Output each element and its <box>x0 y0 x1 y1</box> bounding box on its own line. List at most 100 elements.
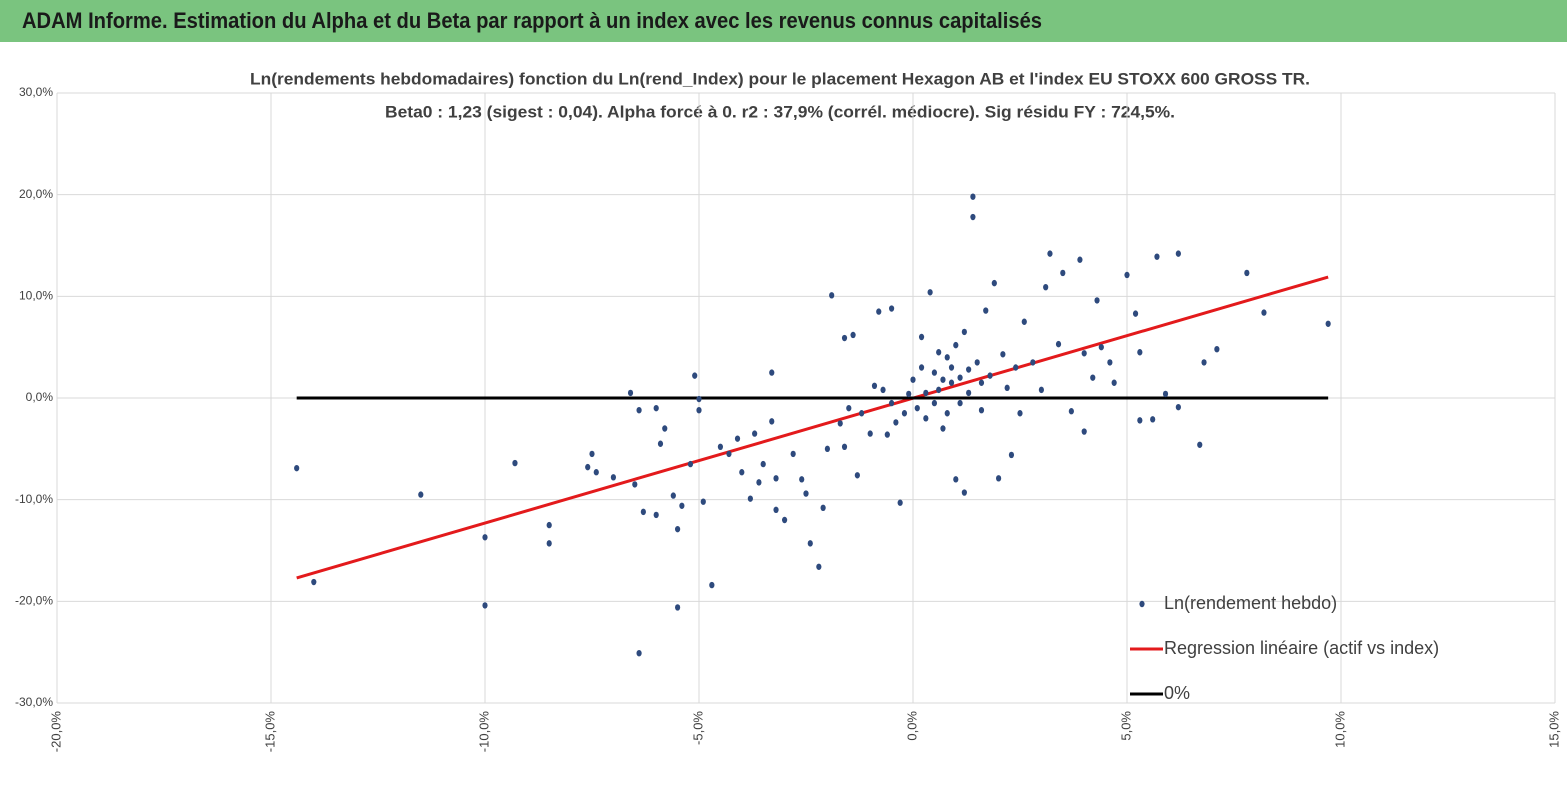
data-point <box>910 376 916 383</box>
data-point <box>978 379 985 386</box>
data-point <box>752 430 758 437</box>
data-point <box>978 407 985 414</box>
y-tick-label: 20,0% <box>19 187 53 201</box>
data-point <box>1004 384 1010 392</box>
data-point <box>1000 351 1006 358</box>
data-point <box>880 386 886 394</box>
legend-label: Regression linéaire (actif vs index) <box>1164 638 1439 658</box>
data-point <box>996 475 1002 482</box>
data-point <box>1047 250 1053 257</box>
data-point <box>1017 410 1023 417</box>
data-point <box>841 334 848 342</box>
data-point <box>816 563 822 570</box>
data-point <box>931 399 938 407</box>
data-point <box>1132 310 1139 317</box>
x-tick-label: -5,0% <box>690 711 705 745</box>
data-point <box>1214 346 1220 353</box>
series-line <box>296 275 1329 580</box>
data-point <box>940 425 946 432</box>
data-point <box>687 460 694 468</box>
data-point <box>871 382 878 389</box>
data-point <box>983 307 989 314</box>
data-point <box>1021 318 1027 325</box>
x-tick-label: 0,0% <box>904 711 919 741</box>
data-point <box>876 308 882 315</box>
data-point <box>1038 386 1044 394</box>
data-point <box>961 328 967 336</box>
y-tick-label: -30,0% <box>15 695 53 709</box>
data-point <box>820 504 826 511</box>
x-tick-label: 15,0% <box>1546 711 1561 748</box>
data-point <box>679 502 685 509</box>
data-point <box>1175 403 1181 411</box>
data-point <box>769 418 775 425</box>
data-point <box>1043 283 1049 291</box>
x-tick-label: 10,0% <box>1332 711 1347 748</box>
data-point <box>1068 408 1074 415</box>
data-point <box>931 369 938 376</box>
data-point <box>867 430 873 437</box>
data-point <box>1197 441 1203 448</box>
data-point <box>1244 269 1250 277</box>
data-point <box>739 469 745 476</box>
data-point <box>987 372 993 379</box>
y-tick-label: 10,0% <box>19 289 53 303</box>
data-point <box>859 410 865 417</box>
data-point <box>692 372 698 379</box>
data-point <box>944 410 950 417</box>
data-point <box>675 604 681 611</box>
data-point <box>918 364 925 371</box>
data-point <box>966 389 972 397</box>
data-point <box>1008 451 1015 459</box>
chart-title: Ln(rendements hebdomadaires) fonction du… <box>250 69 1310 88</box>
data-point <box>546 540 552 547</box>
data-point <box>773 506 779 514</box>
data-point <box>927 289 933 296</box>
data-point <box>953 476 959 483</box>
data-point <box>670 492 676 499</box>
data-point <box>948 379 955 386</box>
data-point <box>747 495 753 502</box>
data-point <box>846 404 852 412</box>
data-point <box>696 407 702 414</box>
data-point <box>854 472 860 479</box>
data-point <box>1060 269 1066 277</box>
data-point <box>940 376 946 383</box>
data-point <box>632 481 638 488</box>
data-point <box>585 463 591 471</box>
data-point <box>636 407 642 414</box>
data-point <box>773 475 779 482</box>
data-point <box>482 534 488 541</box>
data-point <box>1094 297 1100 304</box>
x-tick-label: -10,0% <box>476 711 491 753</box>
data-point <box>957 374 963 381</box>
data-point <box>756 479 762 486</box>
data-point <box>418 491 424 498</box>
data-point <box>610 474 617 481</box>
data-point <box>829 292 835 299</box>
x-tick-label: -20,0% <box>48 711 63 753</box>
data-point <box>769 369 775 376</box>
data-point <box>311 578 317 586</box>
data-point <box>589 450 595 458</box>
legend-label: Ln(rendement hebdo) <box>1164 593 1337 613</box>
data-point <box>1081 428 1087 435</box>
data-point <box>1154 253 1160 260</box>
data-point <box>1055 340 1062 348</box>
data-point <box>901 410 908 417</box>
data-point <box>1090 374 1096 381</box>
data-point <box>593 469 599 476</box>
data-point <box>726 450 732 458</box>
data-point <box>790 450 796 458</box>
data-point <box>653 404 659 412</box>
legend-item: 0% <box>1130 683 1190 703</box>
data-point <box>914 404 920 412</box>
data-point <box>884 431 890 438</box>
data-point <box>1150 416 1156 423</box>
data-point <box>1081 350 1087 357</box>
data-point <box>734 435 741 442</box>
data-point <box>482 602 488 609</box>
data-point <box>294 464 300 472</box>
data-point <box>970 213 976 221</box>
